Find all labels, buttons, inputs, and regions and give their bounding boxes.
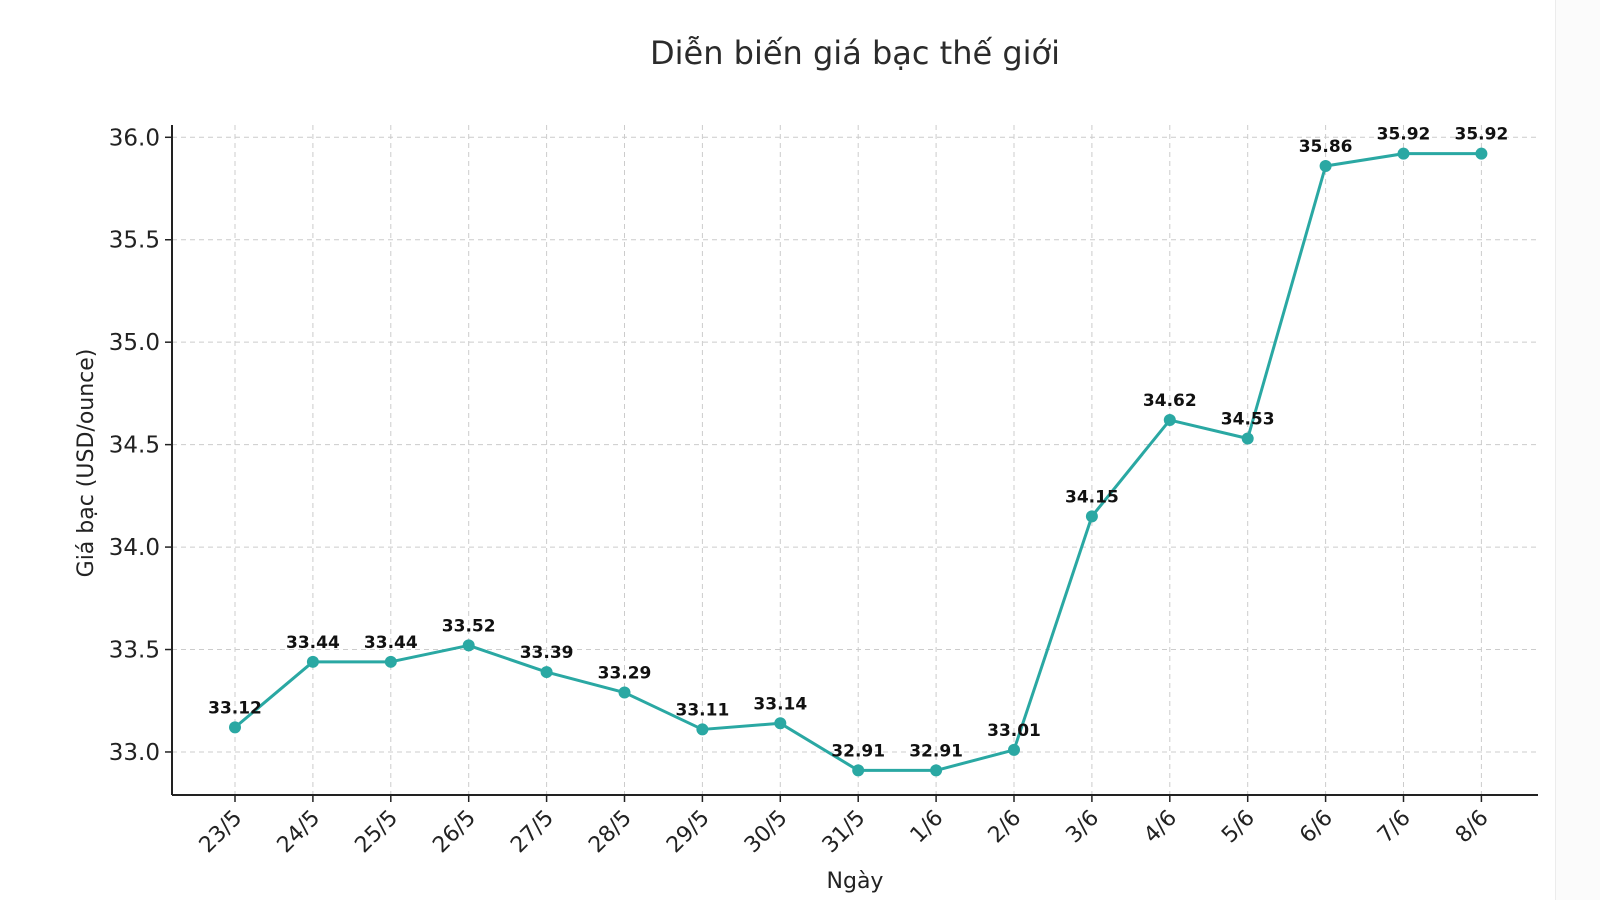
y-tick-label: 33.5 [109,638,160,664]
data-point [1163,414,1176,427]
x-tick-label: 29/5 [662,806,715,859]
grid [172,125,1538,795]
data-label: 33.44 [286,633,340,653]
data-point [1397,147,1410,160]
chart-title: Diễn biến giá bạc thế giới [650,34,1060,72]
x-tick-label: 4/6 [1139,806,1182,849]
data-point [1085,510,1098,523]
x-tick-label: 25/5 [350,806,403,859]
y-tick-label: 34.0 [109,535,160,561]
data-point [696,723,709,736]
x-tick-label: 24/5 [273,806,326,859]
page-edge [1555,0,1600,900]
data-point [774,717,787,730]
data-label: 35.92 [1455,125,1509,145]
x-tick-label: 3/6 [1061,806,1104,849]
data-label: 33.11 [676,700,730,720]
x-tick-label: 7/6 [1373,806,1416,849]
data-point [540,666,553,679]
x-tick-label: 26/5 [428,806,481,859]
data-point [1008,743,1020,756]
data-label: 32.91 [831,741,885,761]
x-tick-label: 1/6 [906,806,949,849]
data-label: 34.53 [1221,409,1275,429]
data-labels: 33.12 33.44 33.44 33.52 33.39 33.29 33.11 33.14… [208,125,1508,762]
data-point [229,721,241,734]
data-point [1241,432,1254,445]
x-tick-label: 8/6 [1451,806,1494,849]
data-label: 33.52 [442,616,496,636]
data-point [1319,159,1332,172]
axes [171,125,1538,796]
data-point [618,686,631,699]
x-tick-label: 6/6 [1295,806,1338,849]
y-tick-label: 34.5 [109,433,160,459]
x-tick-label: 31/5 [818,806,871,859]
data-label: 33.12 [208,698,262,718]
data-label: 34.15 [1065,487,1119,507]
data-point [384,655,397,668]
x-tick-label: 2/6 [984,806,1027,849]
data-point [852,764,865,777]
data-label: 35.86 [1299,137,1353,157]
y-tick-label: 36.0 [109,125,160,151]
data-point [462,639,475,652]
x-tick-label: 30/5 [740,806,793,859]
x-tick-labels: 23/5 24/5 25/5 26/5 27/5 28/5 29/5 30/5 31/5 1/6 2… [195,795,1494,858]
y-axis-title: Giá bạc (USD/ounce) [74,349,99,578]
x-axis-title: Ngày [827,869,884,894]
y-tick-labels: 33.0 33.5 34.0 34.5 35.0 35.5 36.0 [109,125,172,766]
data-label: 33.44 [364,633,418,653]
data-label: 35.92 [1377,125,1431,145]
data-label: 32.91 [909,741,963,761]
x-tick-label: 5/6 [1217,806,1260,849]
x-tick-label: 28/5 [584,806,637,859]
data-label: 33.39 [520,643,574,663]
data-label: 34.62 [1143,391,1197,411]
x-tick-label: 27/5 [506,806,559,859]
x-tick-label: 23/5 [195,806,248,859]
series [229,147,1488,777]
data-label: 33.14 [753,694,807,714]
y-tick-label: 35.0 [109,330,160,356]
data-point [306,655,319,668]
data-point [1475,147,1488,160]
data-label: 33.01 [987,721,1041,741]
data-point [930,764,943,777]
y-tick-label: 35.5 [109,228,160,254]
data-label: 33.29 [598,664,652,684]
y-tick-label: 33.0 [109,740,160,766]
